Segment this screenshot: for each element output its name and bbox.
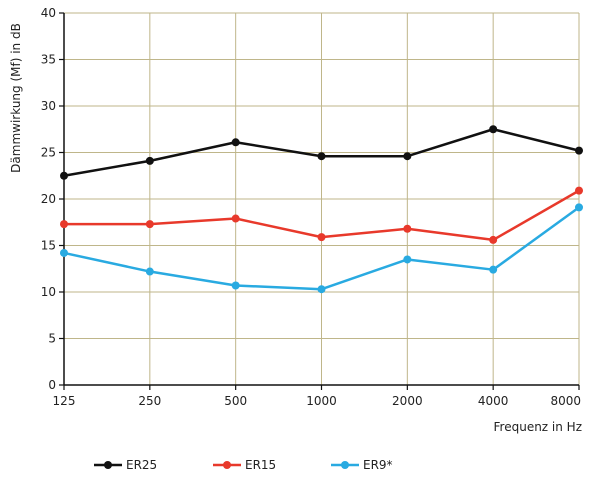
legend-item: ER9* bbox=[331, 458, 393, 472]
y-tick-label: 10 bbox=[41, 285, 56, 299]
grid bbox=[64, 12, 580, 385]
data-point bbox=[231, 138, 240, 147]
y-tick-label: 0 bbox=[48, 378, 56, 392]
y-tick-label: 20 bbox=[41, 192, 56, 206]
series-er15-group bbox=[60, 186, 583, 244]
legend: ER25 ER15 ER9* bbox=[94, 458, 393, 472]
data-point bbox=[403, 152, 412, 161]
legend-item: ER25 bbox=[94, 458, 157, 472]
axes: 0 5 10 15 20 25 30 35 40 125 250 500 1000 2000 4000 800… bbox=[41, 6, 581, 408]
series bbox=[60, 125, 583, 294]
series-er9-group bbox=[60, 203, 583, 294]
x-tick-label: 2000 bbox=[392, 394, 423, 408]
data-point bbox=[489, 125, 498, 134]
data-point bbox=[403, 255, 412, 264]
legend-marker bbox=[104, 461, 112, 469]
x-tick-label: 500 bbox=[224, 394, 247, 408]
legend-label: ER9* bbox=[363, 458, 393, 472]
legend-label: ER25 bbox=[126, 458, 157, 472]
data-point bbox=[145, 267, 154, 276]
data-point bbox=[145, 156, 154, 165]
y-tick-label: 5 bbox=[48, 332, 56, 346]
x-tick-label: 4000 bbox=[478, 394, 509, 408]
data-point bbox=[60, 248, 68, 257]
data-point bbox=[317, 233, 326, 242]
data-point bbox=[145, 220, 154, 229]
data-point bbox=[317, 152, 326, 161]
data-point bbox=[403, 224, 412, 233]
data-point bbox=[575, 146, 583, 155]
x-tick-label: 1000 bbox=[306, 394, 337, 408]
y-tick-label: 15 bbox=[41, 239, 56, 253]
legend-label: ER15 bbox=[245, 458, 276, 472]
x-tick-label: 250 bbox=[138, 394, 161, 408]
x-axis-label: Frequenz in Hz bbox=[494, 420, 582, 434]
data-point bbox=[317, 285, 326, 294]
series-er25-group bbox=[60, 125, 583, 180]
data-point bbox=[60, 171, 68, 180]
y-axis-label: Dämmwirkung (Mf) in dB bbox=[9, 23, 23, 173]
legend-marker bbox=[341, 461, 349, 469]
x-tick-label: 125 bbox=[53, 394, 76, 408]
x-tick-label: 8000 bbox=[550, 394, 581, 408]
data-point bbox=[231, 281, 240, 290]
legend-item: ER15 bbox=[213, 458, 276, 472]
data-point bbox=[231, 214, 240, 223]
data-point bbox=[575, 186, 583, 195]
data-point bbox=[575, 203, 583, 212]
data-point bbox=[489, 235, 498, 244]
y-tick-label: 35 bbox=[41, 53, 56, 67]
legend-marker bbox=[223, 461, 231, 469]
y-tick-label: 40 bbox=[41, 6, 56, 20]
labels: Dämmwirkung (Mf) in dB Frequenz in Hz bbox=[9, 23, 582, 434]
y-tick-label: 25 bbox=[41, 146, 56, 160]
data-point bbox=[489, 265, 498, 274]
y-tick-label: 30 bbox=[41, 99, 56, 113]
data-point bbox=[60, 220, 68, 229]
